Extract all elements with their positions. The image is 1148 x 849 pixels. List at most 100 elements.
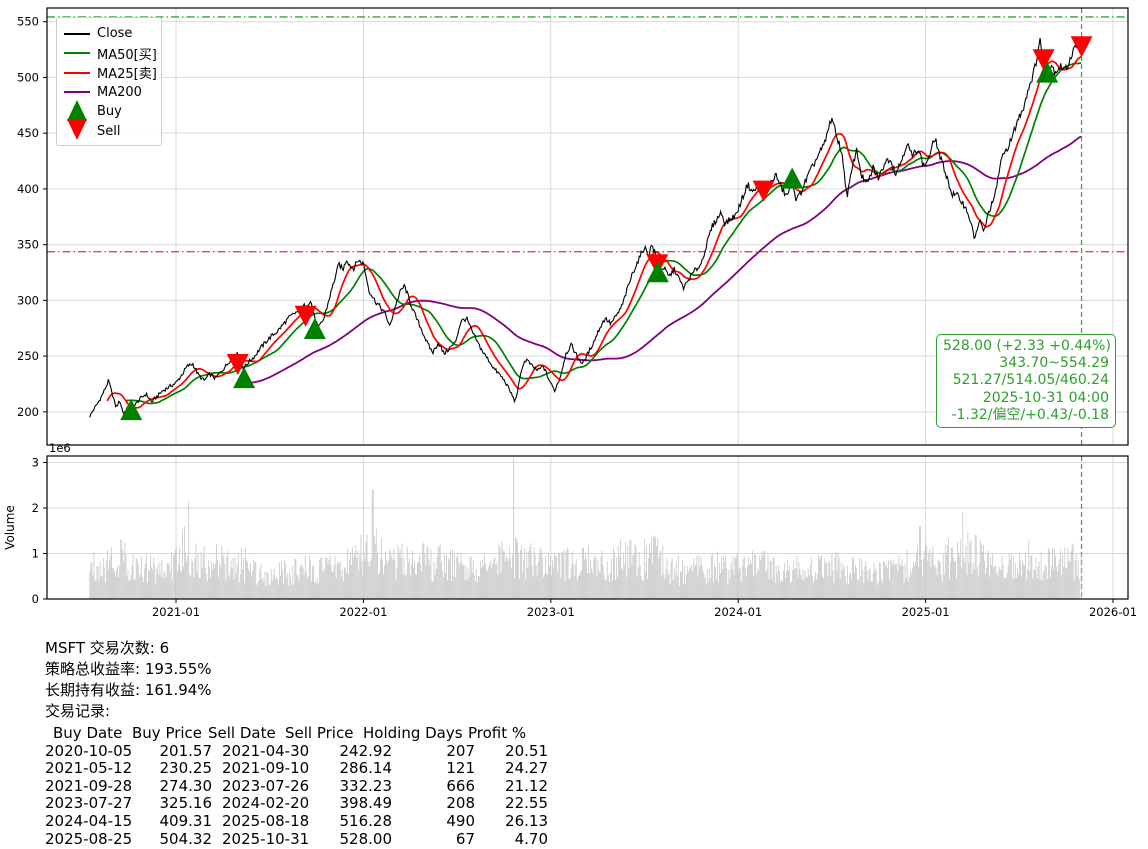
svg-text:1: 1 bbox=[32, 547, 39, 561]
trade-row: 2024-04-15 409.31 2025-08-18 516.28 490 26.13 bbox=[45, 812, 605, 830]
svg-text:2025-01: 2025-01 bbox=[902, 605, 950, 619]
trade-row: 2021-09-28 274.30 2023-07-26 332.23 666 21.12 bbox=[45, 777, 605, 795]
annotation-ma-line: 521.27/514.05/460.24 bbox=[952, 372, 1109, 389]
trade-cell: 242.92 bbox=[339, 741, 393, 760]
svg-text:200: 200 bbox=[17, 405, 39, 419]
svg-text:400: 400 bbox=[17, 182, 39, 196]
trade-table-header: Buy Date Buy Price Sell Date Sell Price Hold… bbox=[45, 724, 605, 742]
trade-cell: 398.49 bbox=[339, 794, 393, 813]
sell-marker-icon bbox=[64, 118, 90, 140]
svg-text:2022-01: 2022-01 bbox=[339, 605, 387, 619]
trade-cell: 325.16 bbox=[159, 794, 213, 813]
trade-row: 2025-08-25 504.32 2025-10-31 528.00 67 4.70 bbox=[45, 830, 605, 848]
trade-cell: 490 bbox=[446, 811, 475, 830]
column-header: Sell Date bbox=[208, 724, 276, 742]
trade-cell: 286.14 bbox=[339, 759, 393, 778]
trade-cell: 516.28 bbox=[339, 811, 393, 830]
trade-cell: 2023-07-27 bbox=[45, 794, 133, 813]
trade-table: Buy Date Buy Price Sell Date Sell Price Hold… bbox=[45, 724, 605, 848]
trade-count-line: MSFT 交易次数: 6 bbox=[45, 639, 170, 657]
annotation-range-line: 343.70~554.29 bbox=[999, 355, 1109, 372]
trade-cell: 2025-10-31 bbox=[222, 829, 310, 848]
column-header: Sell Price bbox=[285, 724, 354, 742]
svg-text:2021-01: 2021-01 bbox=[152, 605, 200, 619]
legend-item-ma50: MA50[买] bbox=[57, 44, 161, 64]
svg-text:450: 450 bbox=[17, 126, 39, 140]
legend-label: Buy bbox=[97, 104, 122, 120]
trade-cell: 24.27 bbox=[505, 759, 548, 778]
column-header: Buy Date bbox=[53, 724, 123, 742]
trade-cell: 208 bbox=[446, 794, 475, 813]
trade-cell: 2021-04-30 bbox=[222, 741, 310, 760]
svg-text:300: 300 bbox=[17, 293, 39, 307]
legend-label: MA200 bbox=[97, 84, 142, 100]
legend-label: MA25[卖] bbox=[97, 67, 157, 83]
trade-cell: 201.57 bbox=[159, 741, 213, 760]
svg-text:550: 550 bbox=[17, 15, 39, 29]
trade-cell: 2025-08-25 bbox=[45, 829, 133, 848]
trade-cell: 21.12 bbox=[505, 776, 548, 795]
close-line-swatch bbox=[64, 32, 90, 35]
legend-item-ma25: MA25[卖] bbox=[57, 63, 161, 83]
svg-text:350: 350 bbox=[17, 238, 39, 252]
trade-cell: 274.30 bbox=[159, 776, 213, 795]
ma50-line-swatch bbox=[64, 52, 90, 55]
price-volume-chart: 200 250 300 350 400 450 500 550 0 1 2 3 2021-01 2022-… bbox=[3, 7, 1137, 619]
ma200-line-swatch bbox=[64, 91, 90, 94]
trade-cell: 2025-08-18 bbox=[222, 811, 310, 830]
trade-cell: 26.13 bbox=[505, 811, 548, 830]
trade-cell: 4.70 bbox=[514, 829, 548, 848]
column-header: Buy Price bbox=[132, 724, 203, 742]
hold-return-line: 长期持有收益: 161.94% bbox=[45, 681, 212, 699]
trade-cell: 332.23 bbox=[339, 776, 393, 795]
column-header: Profit % bbox=[468, 724, 527, 742]
svg-text:2023-01: 2023-01 bbox=[527, 605, 575, 619]
trade-record-title: 交易记录: bbox=[45, 702, 111, 720]
trade-cell: 67 bbox=[455, 829, 475, 848]
svg-text:2: 2 bbox=[32, 501, 39, 515]
legend-label: Close bbox=[97, 26, 133, 42]
trade-cell: 2021-09-10 bbox=[222, 759, 310, 778]
annotation-price-line: 528.00 (+2.33 +0.44%) bbox=[943, 338, 1111, 354]
trade-cell: 528.00 bbox=[339, 829, 393, 848]
trade-cell: 22.55 bbox=[505, 794, 548, 813]
svg-text:2026-01: 2026-01 bbox=[1089, 605, 1137, 619]
svg-text:0: 0 bbox=[32, 592, 39, 606]
legend-label: Sell bbox=[97, 123, 121, 139]
svg-text:500: 500 bbox=[17, 70, 39, 84]
legend-item-ma200: MA200 bbox=[57, 83, 161, 103]
svg-text:2024-01: 2024-01 bbox=[714, 605, 762, 619]
strategy-stats: MSFT 交易次数: 6 策略总收益率: 193.55% 长期持有收益: 161… bbox=[45, 638, 605, 848]
trade-row: 2021-05-12 230.25 2021-09-10 286.14 121 24.27 bbox=[45, 759, 605, 777]
svg-text:3: 3 bbox=[32, 456, 39, 470]
trade-cell: 121 bbox=[446, 759, 475, 778]
column-header: Holding Days bbox=[363, 724, 463, 742]
legend-item-buy: Buy bbox=[57, 100, 161, 122]
strategy-return-line: 策略总收益率: 193.55% bbox=[45, 660, 212, 678]
annotation-date-line: 2025-10-31 04:00 bbox=[982, 389, 1109, 406]
trade-cell: 2021-09-28 bbox=[45, 776, 133, 795]
svg-text:250: 250 bbox=[17, 349, 39, 363]
svg-text:1e6: 1e6 bbox=[49, 441, 71, 455]
legend-label: MA50[买] bbox=[97, 47, 157, 63]
legend: Close MA50[买] MA25[卖] MA200 Buy Sell bbox=[56, 17, 162, 146]
trade-cell: 409.31 bbox=[159, 811, 213, 830]
legend-item-close: Close bbox=[57, 24, 161, 44]
trade-cell: 2024-02-20 bbox=[222, 794, 310, 813]
trade-cell: 207 bbox=[446, 741, 475, 760]
trade-cell: 2024-04-15 bbox=[45, 811, 133, 830]
trade-cell: 2020-10-05 bbox=[45, 741, 133, 760]
trade-cell: 666 bbox=[446, 776, 475, 795]
trade-cell: 2021-05-12 bbox=[45, 759, 133, 778]
trade-cell: 230.25 bbox=[159, 759, 213, 778]
annotation-bias-line: -1.32/偏空/+0.43/-0.18 bbox=[951, 406, 1110, 423]
buy-marker-icon bbox=[64, 100, 90, 122]
trade-cell: 20.51 bbox=[505, 741, 548, 760]
trade-cell: 504.32 bbox=[159, 829, 213, 848]
trade-row: 2020-10-05 201.57 2021-04-30 242.92 207 20.51 bbox=[45, 742, 605, 760]
ma25-line-swatch bbox=[64, 71, 90, 74]
trade-cell: 2023-07-26 bbox=[222, 776, 310, 795]
trade-row: 2023-07-27 325.16 2024-02-20 398.49 208 22.55 bbox=[45, 794, 605, 812]
legend-item-sell: Sell bbox=[57, 118, 161, 142]
